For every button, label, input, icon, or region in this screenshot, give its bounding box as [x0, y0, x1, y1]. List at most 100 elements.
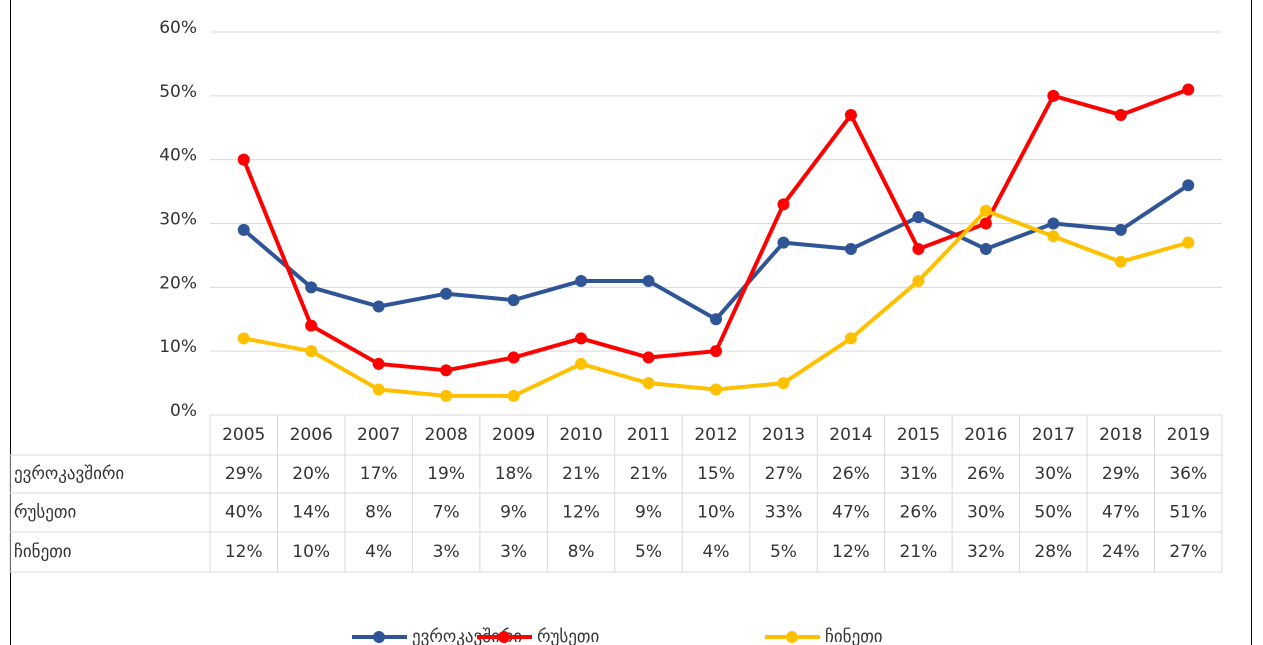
- table-row-frame: [9, 531, 1223, 573]
- x-tick-label: 2008: [425, 425, 468, 445]
- point: [575, 357, 588, 370]
- y-tick-label: 50%: [159, 82, 197, 102]
- x-tick-label: 2012: [694, 425, 737, 445]
- point: [305, 319, 318, 332]
- data-label: 30%: [1034, 464, 1072, 484]
- data-label: 10%: [292, 542, 330, 562]
- x-tick-label: 2017: [1032, 425, 1075, 445]
- data-label: 26%: [967, 464, 1005, 484]
- data-label: 26%: [832, 464, 870, 484]
- point: [844, 243, 857, 256]
- point: [912, 274, 925, 287]
- point: [372, 300, 385, 313]
- x-tick-label: 2011: [627, 425, 670, 445]
- point: [642, 274, 655, 287]
- point: [777, 236, 790, 249]
- data-label: 31%: [900, 464, 938, 484]
- data-label: 5%: [635, 542, 662, 562]
- legend-label: ევროკავშირი: [412, 627, 522, 645]
- point: [844, 332, 857, 345]
- point: [237, 153, 250, 166]
- point: [710, 345, 722, 358]
- point: [237, 223, 250, 236]
- x-tick-label: 2016: [964, 425, 1007, 445]
- y-tick-label: 20%: [159, 273, 197, 293]
- point: [1114, 108, 1127, 121]
- data-label: 26%: [900, 503, 938, 523]
- data-label: 12%: [832, 542, 870, 562]
- point: [575, 332, 588, 345]
- point: [507, 351, 520, 364]
- data-label: 29%: [225, 464, 263, 484]
- x-tick-label: 2006: [290, 425, 333, 445]
- data-label: 21%: [562, 464, 600, 484]
- data-label: 29%: [1102, 464, 1140, 484]
- x-tick-label: 2014: [829, 425, 872, 445]
- point: [979, 217, 992, 230]
- y-tick-label: 0%: [170, 401, 197, 421]
- point: [237, 332, 250, 345]
- x-tick-label: 2007: [357, 425, 400, 445]
- point: [1047, 217, 1060, 230]
- table-row-label: ჩინეთი: [14, 542, 72, 562]
- point: [912, 243, 925, 256]
- x-tick-label: 2019: [1167, 425, 1210, 445]
- data-label: 17%: [360, 464, 398, 484]
- point: [372, 383, 385, 396]
- data-label: 9%: [635, 503, 662, 523]
- legend-label: რუსეთი: [537, 627, 599, 645]
- point: [305, 345, 318, 358]
- data-label: 4%: [365, 542, 392, 562]
- point: [1047, 89, 1060, 102]
- table-row-label: ევროკავშირი: [14, 464, 124, 484]
- data-label: 7%: [433, 503, 460, 523]
- legend-marker: [498, 631, 510, 643]
- data-label: 50%: [1034, 503, 1072, 523]
- point: [912, 211, 925, 224]
- data-label: 24%: [1102, 542, 1140, 562]
- point: [642, 377, 655, 390]
- data-label: 27%: [1169, 542, 1207, 562]
- data-label: 5%: [770, 542, 797, 562]
- point: [1114, 223, 1127, 236]
- legend-marker: [786, 631, 798, 643]
- y-tick-label: 40%: [159, 146, 197, 166]
- point: [710, 383, 722, 396]
- point: [979, 243, 992, 256]
- point: [440, 364, 453, 377]
- point: [979, 204, 992, 217]
- point: [440, 389, 453, 402]
- x-tick-label: 2009: [492, 425, 535, 445]
- data-label: 8%: [568, 542, 595, 562]
- y-tick-label: 30%: [159, 210, 197, 230]
- point: [1114, 255, 1127, 268]
- data-label: 14%: [292, 503, 330, 523]
- data-label: 27%: [765, 464, 803, 484]
- data-label: 30%: [967, 503, 1005, 523]
- x-tick-label: 2013: [762, 425, 805, 445]
- data-label: 28%: [1034, 542, 1072, 562]
- table-row-label: რუსეთი: [14, 503, 76, 523]
- point: [575, 274, 588, 287]
- point: [1182, 179, 1195, 192]
- point: [710, 313, 722, 326]
- data-label: 47%: [1102, 503, 1140, 523]
- x-tick-label: 2010: [559, 425, 602, 445]
- data-label: 32%: [967, 542, 1005, 562]
- data-label: 51%: [1169, 503, 1207, 523]
- data-label: 21%: [900, 542, 938, 562]
- x-tick-label: 2018: [1099, 425, 1142, 445]
- data-label: 3%: [433, 542, 460, 562]
- data-label: 19%: [427, 464, 465, 484]
- point: [844, 108, 857, 121]
- data-label: 8%: [365, 503, 392, 523]
- point: [507, 294, 520, 307]
- data-label: 3%: [500, 542, 527, 562]
- legend-label: ჩინეთი: [825, 627, 883, 645]
- point: [777, 377, 790, 390]
- point: [372, 357, 385, 370]
- point: [305, 281, 318, 294]
- data-label: 10%: [697, 503, 735, 523]
- y-tick-label: 10%: [159, 337, 197, 357]
- data-label: 4%: [703, 542, 730, 562]
